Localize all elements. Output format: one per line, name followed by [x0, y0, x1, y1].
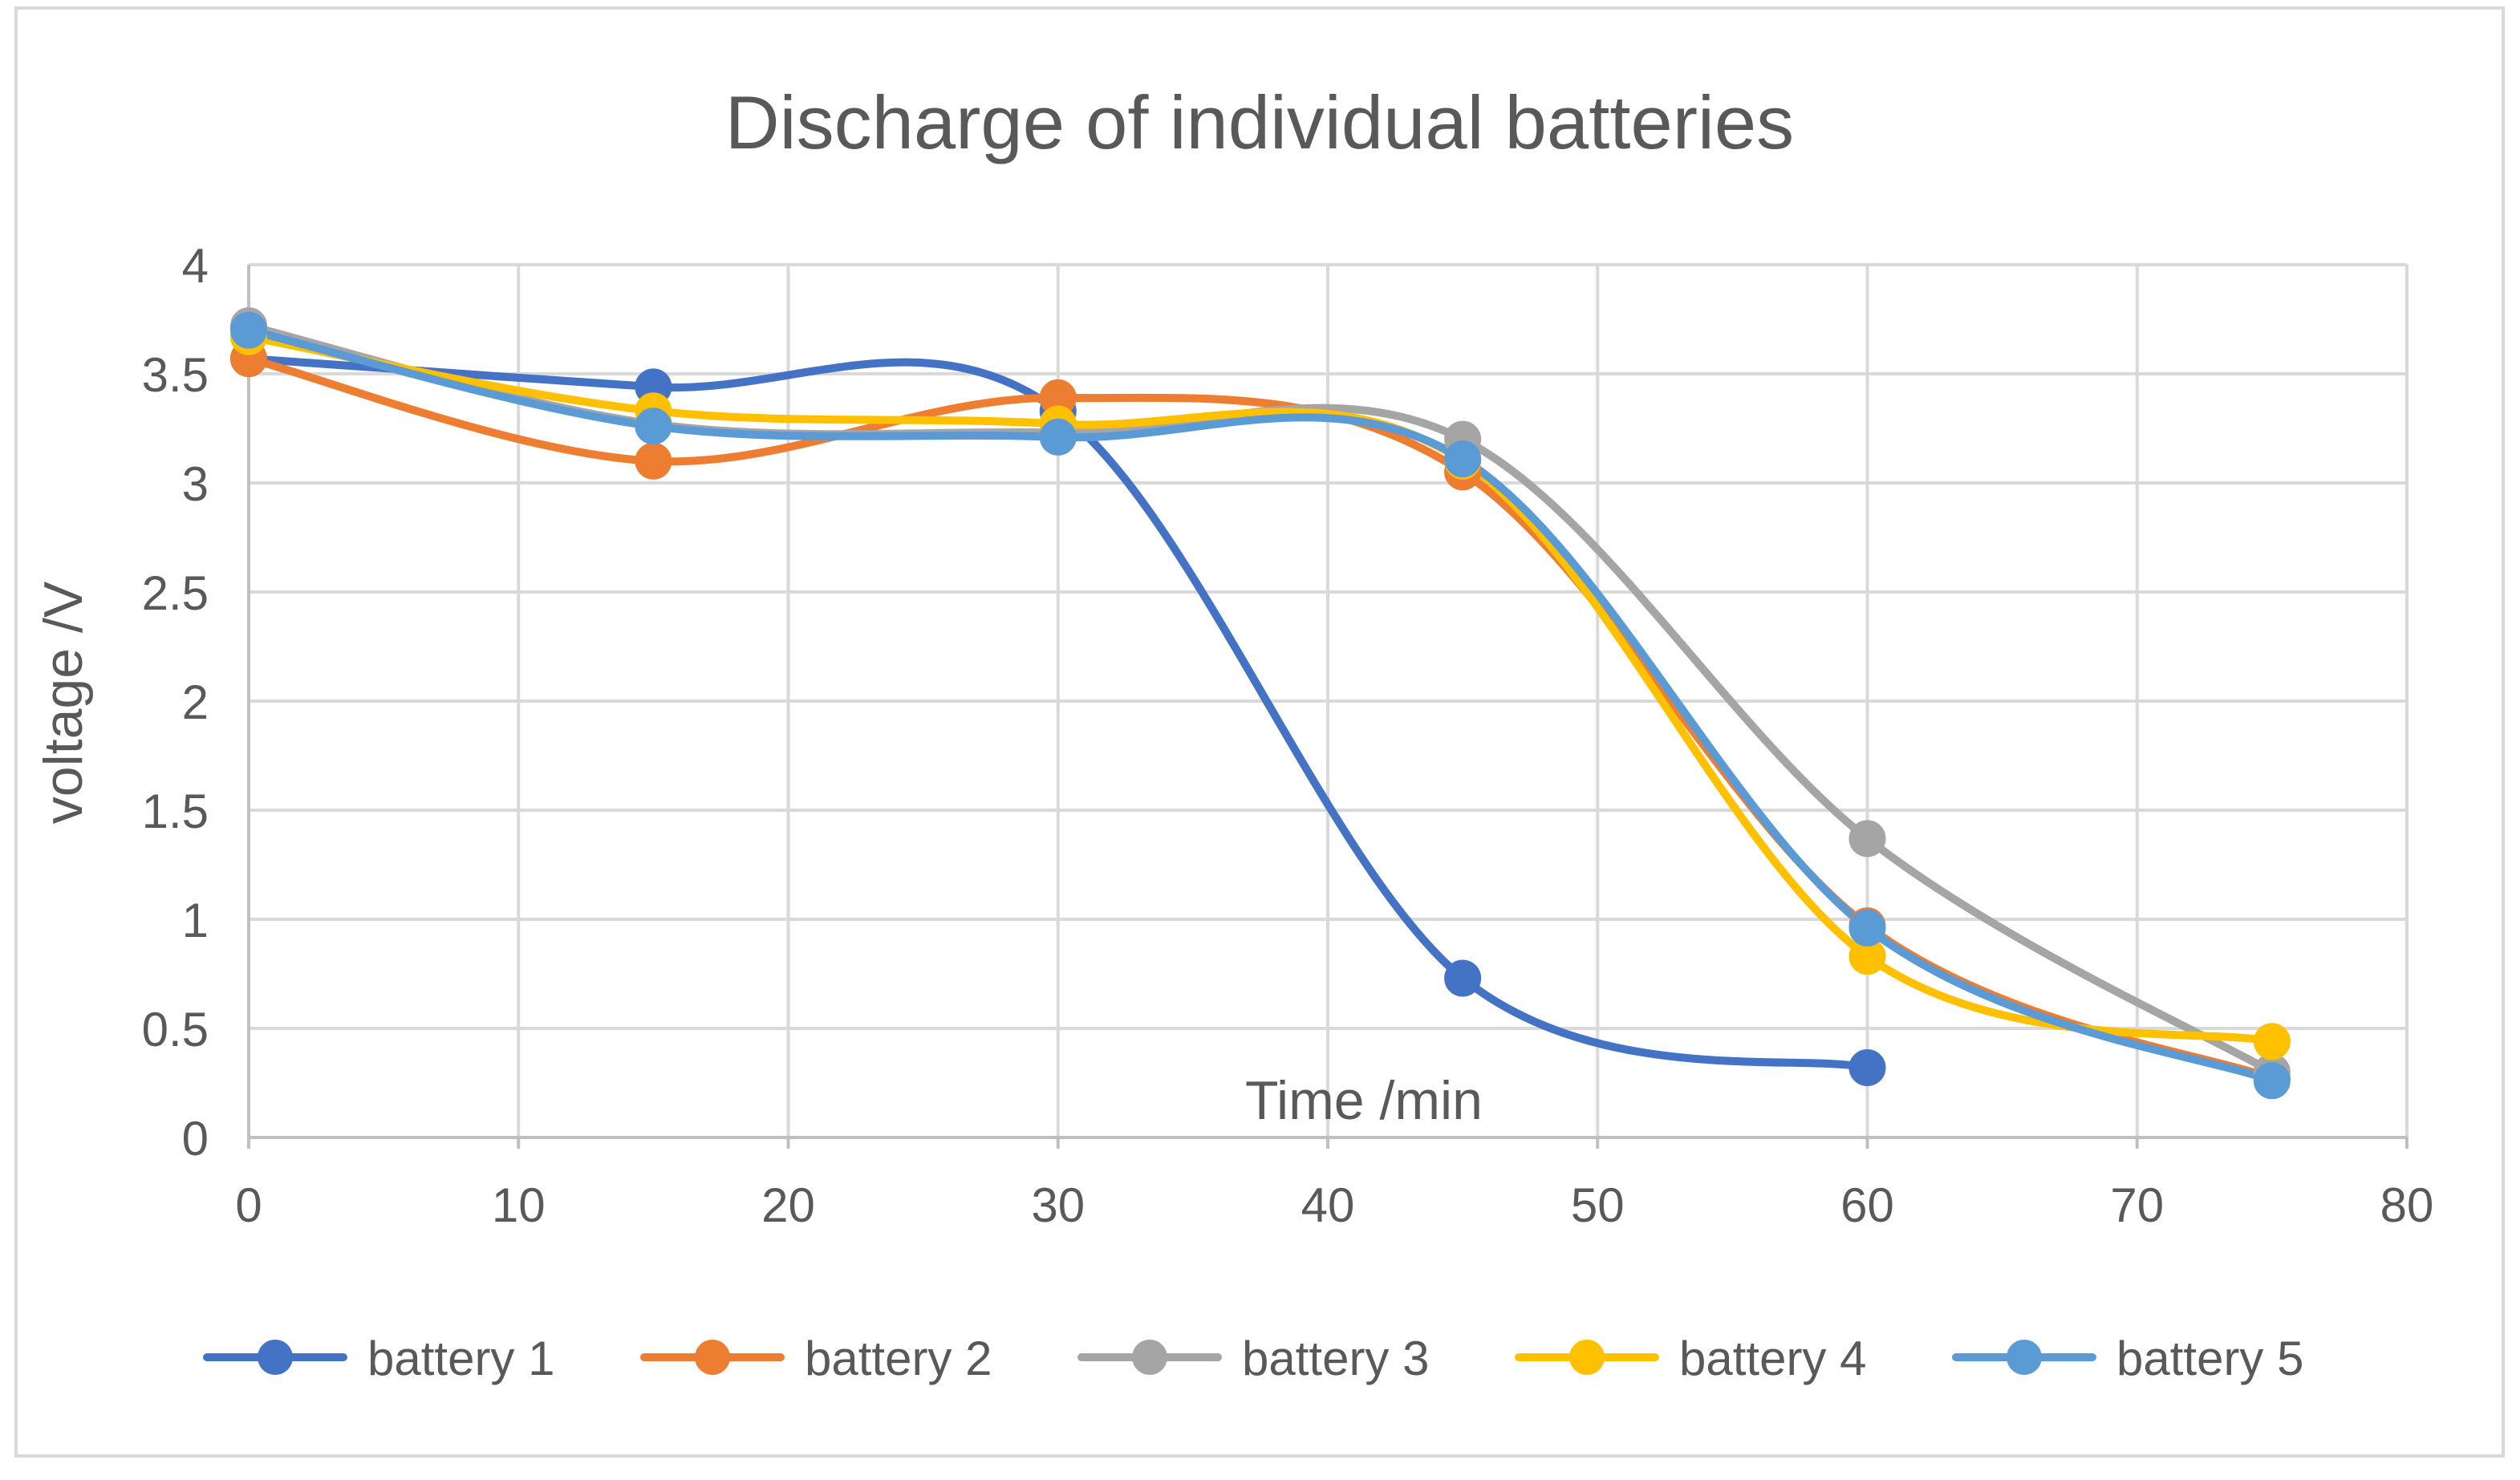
- y-tick-label: 2.5: [142, 566, 209, 620]
- legend-label-battery-3: battery 3: [1242, 1332, 1429, 1385]
- legend-label-battery-1: battery 1: [367, 1332, 554, 1385]
- grid: [247, 263, 2408, 1139]
- data-point-battery-5: [230, 311, 267, 349]
- data-point-battery-4: [2253, 1023, 2291, 1060]
- y-tick-label: 1.5: [142, 785, 209, 838]
- data-point-battery-5: [1444, 440, 1482, 478]
- x-tick-label: 20: [761, 1178, 815, 1232]
- x-tick-label: 80: [2380, 1178, 2434, 1232]
- data-point-battery-5: [2253, 1062, 2291, 1100]
- data-point-battery-5: [1848, 909, 1886, 947]
- data-point-battery-5: [635, 408, 672, 445]
- chart-text: Discharge of individual batteries Time /…: [33, 80, 1794, 1131]
- y-tick-label: 2: [182, 675, 209, 729]
- legend-swatch-marker: [2007, 1340, 2042, 1375]
- y-axis-label: voltage /V: [33, 581, 94, 824]
- data-point-battery-5: [1039, 418, 1077, 456]
- data-point-battery-3: [1848, 820, 1886, 858]
- axes: [247, 265, 2408, 1149]
- legend-label-battery-2: battery 2: [805, 1332, 992, 1385]
- series-markers: [230, 307, 2291, 1100]
- y-tick-label: 1: [182, 894, 209, 947]
- data-point-battery-2: [635, 442, 672, 480]
- legend-label-battery-5: battery 5: [2116, 1332, 2303, 1385]
- legend-swatch-marker: [695, 1340, 730, 1375]
- x-tick-label: 70: [2110, 1178, 2164, 1232]
- x-tick-label: 0: [235, 1178, 262, 1232]
- x-tick-label: 10: [492, 1178, 546, 1232]
- data-point-battery-1: [1444, 959, 1482, 997]
- chart-frame: [14, 6, 2505, 1458]
- y-tick-label: 3.5: [142, 348, 209, 402]
- legend-swatch-marker: [1132, 1340, 1167, 1375]
- chart-title: Discharge of individual batteries: [725, 80, 1794, 164]
- legend: battery 1 battery 2 battery 3 battery 4 batt…: [203, 1332, 2303, 1385]
- y-tick-label: 3: [182, 457, 209, 511]
- series-line-battery-1: [245, 355, 1872, 1072]
- x-tick-label: 30: [1031, 1178, 1085, 1232]
- x-tick-label: 60: [1840, 1178, 1894, 1232]
- x-tick-label: 40: [1301, 1178, 1355, 1232]
- x-axis-label: Time /min: [1245, 1070, 1483, 1131]
- y-tick-label: 0: [182, 1112, 209, 1166]
- tick-labels: 00.511.522.533.540 10 20 30 40 50 60 70 80: [142, 239, 2434, 1232]
- y-tick-label: 4: [182, 239, 209, 293]
- legend-label-battery-4: battery 4: [1679, 1332, 1866, 1385]
- legend-swatch-marker: [1569, 1340, 1605, 1375]
- y-tick-label: 0.5: [142, 1003, 209, 1056]
- x-tick-label: 50: [1571, 1178, 1625, 1232]
- series-lines: [245, 322, 2276, 1085]
- series-line-battery-5: [245, 326, 2276, 1085]
- data-point-battery-1: [1848, 1048, 1886, 1086]
- series-line-battery-4: [245, 332, 2276, 1046]
- legend-swatch-marker: [258, 1340, 293, 1375]
